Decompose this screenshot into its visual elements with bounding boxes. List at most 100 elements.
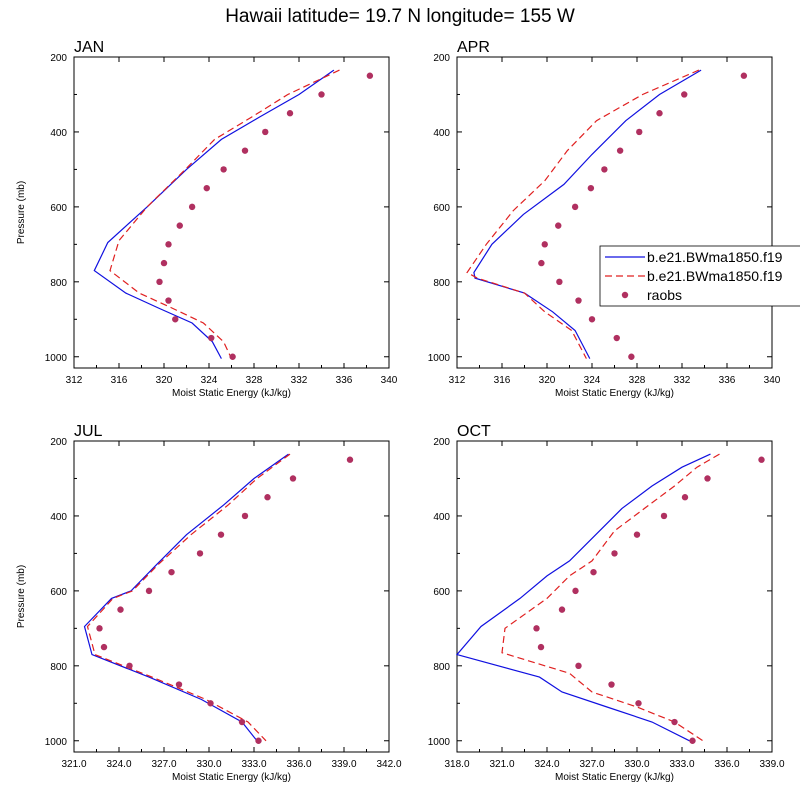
x-tick-label: 324.0: [106, 759, 131, 770]
y-tick-label: 600: [433, 203, 450, 214]
raobs-point: [156, 278, 163, 286]
x-tick-label: 316: [494, 375, 511, 386]
y-tick-label: 200: [50, 437, 67, 448]
x-tick-label: 312: [66, 375, 83, 386]
x-tick-label: 327.0: [151, 759, 176, 770]
legend: b.e21.BWma1850.f19 b.e21.BWma1850.f19 raob…: [599, 245, 800, 307]
x-axis-label: Moist Static Energy (kJ/kg): [172, 388, 291, 399]
raobs-point: [241, 512, 249, 520]
raobs-point: [575, 662, 582, 670]
x-axis-label: Moist Static Energy (kJ/kg): [172, 772, 291, 783]
raobs-point: [96, 625, 103, 632]
raobs-point: [601, 166, 608, 173]
legend-swatch-raobs: [621, 291, 629, 299]
x-tick-label: 330.0: [196, 759, 221, 770]
raobs-point: [262, 128, 269, 136]
y-tick-label: 1000: [45, 353, 68, 364]
panel-oct: OCT 318.0 321.0 324.0 327.0 330.0 333.0 336.0 33…: [428, 423, 785, 783]
raobs-point: [541, 241, 548, 248]
raobs-point: [188, 203, 196, 211]
y-tick-label: 200: [433, 437, 450, 448]
raobs-points: [96, 456, 354, 744]
x-tick-label: 324: [584, 375, 601, 386]
y-tick-label: 600: [433, 587, 450, 598]
raobs-point: [660, 512, 668, 520]
raobs-point: [264, 494, 271, 501]
y-tick-label: 800: [433, 662, 450, 673]
plot-frame: [456, 56, 773, 369]
x-tick-label: 321.0: [489, 759, 514, 770]
raobs-point: [533, 625, 540, 632]
raobs-points: [538, 72, 748, 360]
raobs-point: [704, 475, 711, 482]
raobs-point: [588, 316, 596, 323]
raobs-point: [556, 278, 563, 286]
y-tick-label: 1000: [428, 353, 451, 364]
raobs-point: [633, 531, 641, 538]
plot-frame: [456, 440, 773, 753]
panel-jul: JUL 321.0 324.0 327.0 330.0 333.0 336.0 339.0 34…: [16, 423, 402, 783]
raobs-point: [681, 91, 688, 98]
y-axis-label: Pressure (mb): [16, 181, 27, 244]
y-tick-label: 600: [50, 203, 67, 214]
raobs-point: [575, 297, 582, 304]
raobs-point: [168, 568, 175, 576]
panel-apr: APR 312 316 320 324 328 332 336 340 200 400 600 800 1…: [428, 39, 781, 399]
x-tick-label: 340: [381, 375, 398, 386]
x-tick-label: 336.0: [286, 759, 311, 770]
legend-label: b.e21.BWma1850.f19: [647, 268, 783, 284]
raobs-point: [289, 475, 297, 482]
panel-title: JUL: [74, 423, 103, 440]
raobs-point: [671, 718, 678, 726]
x-tick-label: 336: [336, 375, 353, 386]
raobs-point: [117, 606, 124, 613]
panel-jan: JAN 312 316 320 324 328 332 336 340 200 400 600 800 1…: [16, 39, 398, 399]
raobs-point: [587, 184, 595, 192]
raobs-point: [608, 681, 615, 688]
raobs-point: [241, 147, 249, 154]
raobs-point: [176, 222, 183, 229]
x-tick-label: 318.0: [444, 759, 469, 770]
raobs-point: [160, 259, 168, 267]
series-line-model-1: [455, 453, 711, 742]
raobs-point: [590, 568, 597, 576]
y-tick-label: 1000: [428, 737, 451, 748]
x-tick-label: 340: [764, 375, 781, 386]
plot-frame: [73, 56, 390, 369]
raobs-point: [220, 166, 227, 173]
x-tick-label: 333.0: [241, 759, 266, 770]
raobs-points: [533, 456, 765, 744]
x-tick-label: 328: [246, 375, 263, 386]
y-tick-label: 200: [50, 53, 67, 64]
x-tick-label: 342.0: [376, 759, 401, 770]
raobs-point: [229, 353, 236, 360]
x-tick-label: 339.0: [331, 759, 356, 770]
x-tick-label: 332: [674, 375, 691, 386]
raobs-point: [758, 456, 765, 463]
y-tick-label: 800: [433, 278, 450, 289]
series-line-model-1: [83, 453, 289, 742]
raobs-point: [571, 203, 579, 211]
y-tick-label: 800: [50, 662, 67, 673]
raobs-point: [172, 316, 179, 323]
raobs-point: [100, 643, 108, 651]
raobs-point: [366, 72, 374, 79]
series-line-model-2: [466, 69, 700, 359]
raobs-point: [740, 72, 748, 79]
panel-title: JAN: [74, 39, 104, 56]
x-tick-label: 324.0: [534, 759, 559, 770]
series-line-model-1: [93, 69, 335, 359]
raobs-point: [286, 110, 294, 117]
raobs-point: [207, 700, 214, 707]
raobs-point: [611, 550, 618, 557]
x-tick-label: 332: [291, 375, 308, 386]
raobs-point: [538, 259, 545, 267]
raobs-point: [616, 147, 624, 154]
raobs-point: [555, 222, 562, 229]
x-tick-label: 336: [719, 375, 736, 386]
plot-frame: [73, 440, 390, 753]
raobs-point: [196, 550, 204, 557]
x-tick-label: 320: [156, 375, 173, 386]
raobs-point: [203, 184, 210, 192]
x-tick-label: 339.0: [759, 759, 784, 770]
